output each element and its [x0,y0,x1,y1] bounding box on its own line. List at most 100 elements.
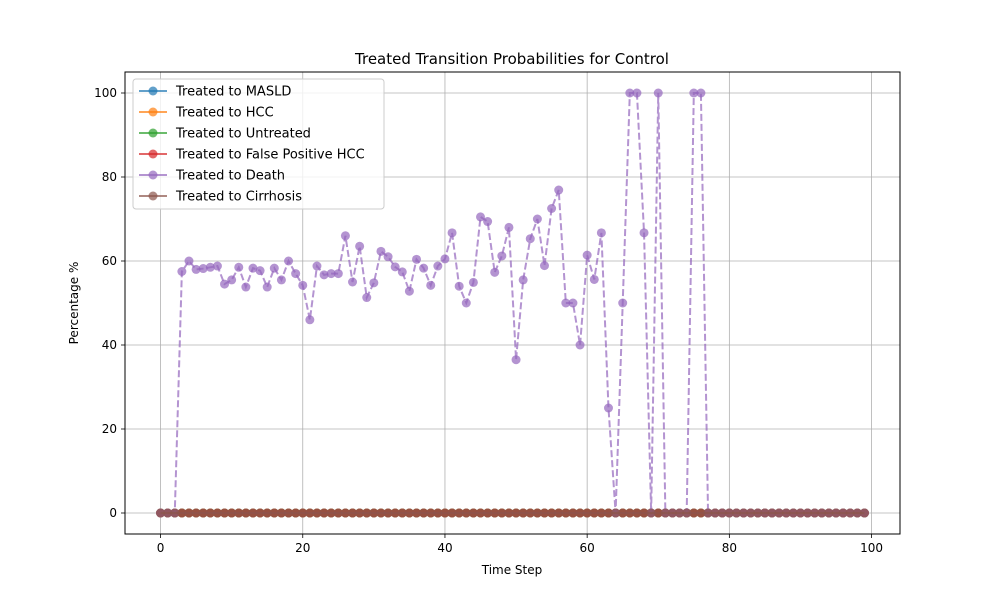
data-point [618,508,628,518]
legend-marker [148,128,158,138]
data-point [454,508,464,518]
data-point [468,277,478,287]
data-point [525,234,535,244]
data-point [561,508,571,518]
data-point [596,228,606,238]
data-point [810,508,820,518]
data-point [433,261,443,271]
data-point [589,274,599,284]
data-point [412,508,422,518]
data-point [426,508,436,518]
data-point [746,508,756,518]
plot-frame [124,71,901,535]
data-point [276,508,286,518]
x-tick-label: 40 [437,541,452,555]
data-point [603,403,613,413]
data-point [568,298,578,308]
series-treated-to-cirrhosis [156,508,869,518]
chart-title: Treated Transition Probabilities for Con… [354,50,669,68]
data-point [596,508,606,518]
data-point [653,88,663,98]
data-point [547,508,557,518]
data-point [504,222,514,232]
data-point [497,508,507,518]
data-point [340,231,350,241]
data-point [255,266,265,276]
data-point [859,508,869,518]
legend-label: Treated to False Positive HCC [175,148,365,163]
data-point [284,256,294,266]
data-point [220,279,230,289]
data-point [689,508,699,518]
data-point [703,508,713,518]
data-point [518,508,528,518]
data-point [305,508,315,518]
legend-marker [148,86,158,96]
data-point [376,246,386,256]
data-point [490,508,500,518]
data-point [760,508,770,518]
legend-label: Treated to Untreated [175,127,311,142]
data-point [838,508,848,518]
data-point [248,508,258,518]
data-point [504,508,514,518]
legend: Treated to MASLD Treated to HCC Treated to… [132,78,385,210]
data-point [255,508,265,518]
legend-marker [148,191,158,201]
legend-marker [148,170,158,180]
data-point [625,88,635,98]
data-point [269,263,279,273]
legend-box [132,78,385,210]
data-point [412,254,422,264]
data-point [284,508,294,518]
data-point [269,508,279,518]
data-point [163,508,173,518]
data-point [262,282,272,292]
data-point [632,88,642,98]
legend-label: Treated to Death [175,169,285,184]
tick-layer: 0 20 40 60 80 100 0 20 40 60 80 100 [94,86,883,555]
data-point [611,508,621,518]
data-point [824,508,834,518]
series-line [160,92,865,514]
data-point [305,315,315,325]
data-point [618,298,628,308]
data-point [383,252,393,262]
data-point [227,275,237,285]
data-point [397,267,407,277]
legend-label: Treated to Cirrhosis [175,190,302,205]
data-point [831,508,841,518]
data-point [369,278,379,288]
data-point [717,508,727,518]
data-point [803,508,813,518]
data-point [205,262,215,272]
data-point [191,508,201,518]
data-point [355,508,365,518]
data-point [184,256,194,266]
legend-item: Treated to Untreated [139,127,311,142]
data-point [625,508,635,518]
data-point [205,508,215,518]
data-point [696,88,706,98]
data-point [355,241,365,251]
data-point [774,508,784,518]
data-point [817,508,827,518]
data-point [291,269,301,279]
data-point [731,508,741,518]
x-tick-label: 60 [580,541,595,555]
legend-label: Treated to HCC [175,106,274,121]
legend-item: Treated to HCC [139,106,274,121]
data-point [212,261,222,271]
data-point [511,355,521,365]
data-point [212,508,222,518]
data-point [539,508,549,518]
data-point [852,508,862,518]
data-point [234,508,244,518]
legend-item: Treated to Cirrhosis [139,190,302,205]
data-point [227,508,237,518]
data-point [724,508,734,518]
data-point [483,217,493,227]
data-point [156,508,166,518]
data-point [177,508,187,518]
